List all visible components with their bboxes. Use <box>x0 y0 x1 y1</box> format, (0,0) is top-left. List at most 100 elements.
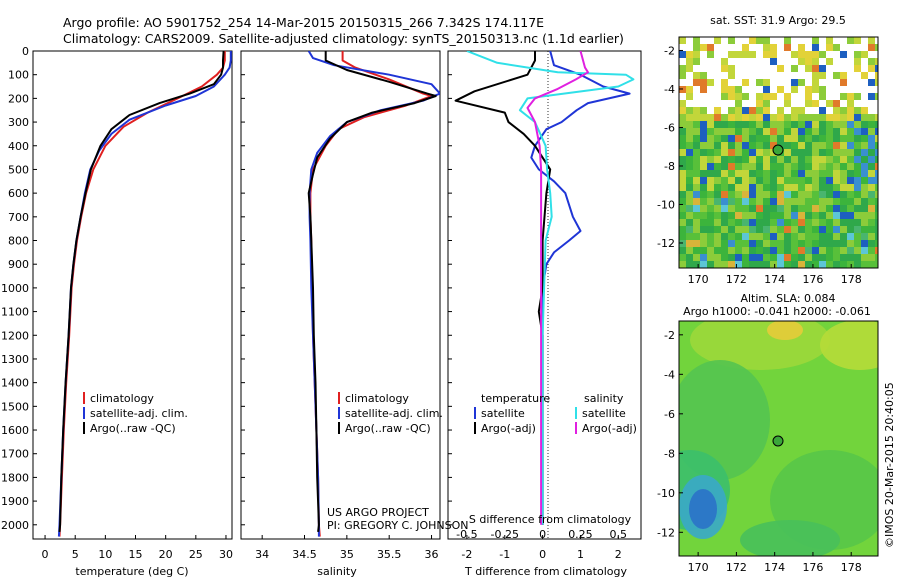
sst-cell <box>714 226 721 233</box>
x-tick-label: 34.5 <box>292 548 317 561</box>
sst-cell <box>875 142 878 149</box>
depth-tick-label: 100 <box>8 69 29 82</box>
depth-tick-label: 900 <box>8 258 29 271</box>
sst-cell <box>756 163 763 170</box>
sst-cell <box>805 100 812 107</box>
sst-cell <box>749 149 756 156</box>
sst-cell <box>840 240 847 247</box>
sst-cell <box>721 191 728 198</box>
depth-tick-label: 1400 <box>1 377 29 390</box>
sst-cell <box>686 51 693 58</box>
sst-cell <box>861 226 868 233</box>
sst-cell <box>868 233 875 240</box>
sst-cell <box>770 156 777 163</box>
sst-cell <box>833 135 840 142</box>
sst-cell <box>812 72 819 79</box>
sst-cell <box>770 205 777 212</box>
sst-cell <box>833 142 840 149</box>
sla-map-title-1: Altim. SLA: 0.084 <box>740 292 835 305</box>
sst-cell <box>721 205 728 212</box>
sst-cell <box>763 44 770 51</box>
sst-cell <box>812 58 819 65</box>
sst-cell <box>700 261 707 268</box>
sst-cell <box>700 72 707 79</box>
sst-cell <box>679 149 686 156</box>
sst-cell <box>812 198 819 205</box>
sst-cell <box>770 226 777 233</box>
sst-cell <box>833 156 840 163</box>
sst-cell <box>868 149 875 156</box>
sst-cell <box>721 219 728 226</box>
sst-cell <box>700 191 707 198</box>
sst-cell <box>868 212 875 219</box>
sst-cell <box>812 240 819 247</box>
sst-cell <box>840 107 847 114</box>
sst-cell <box>679 226 686 233</box>
sst-cell <box>728 37 735 44</box>
sst-map <box>679 37 878 268</box>
sst-cell <box>707 254 714 261</box>
sst-cell <box>749 37 756 44</box>
lon-tick-label: 170 <box>688 561 709 574</box>
sst-cell <box>840 191 847 198</box>
sst-cell <box>735 219 742 226</box>
lon-tick-label: 172 <box>726 273 747 286</box>
depth-tick-label: 600 <box>8 187 29 200</box>
sst-cell <box>826 100 833 107</box>
sst-cell <box>798 79 805 86</box>
sst-cell <box>735 100 742 107</box>
sst-cell <box>833 170 840 177</box>
sst-cell <box>798 156 805 163</box>
sst-cell <box>714 177 721 184</box>
sst-cell <box>819 114 826 121</box>
sst-cell <box>777 121 784 128</box>
sst-cell <box>679 205 686 212</box>
sst-cell <box>847 184 854 191</box>
sst-cell <box>756 198 763 205</box>
sst-cell <box>700 247 707 254</box>
sst-cell <box>714 37 721 44</box>
sst-cell <box>721 86 728 93</box>
sst-cell <box>847 100 854 107</box>
sst-cell <box>826 37 833 44</box>
sst-cell <box>861 191 868 198</box>
lon-tick-label: 174 <box>764 273 785 286</box>
sst-cell <box>728 135 735 142</box>
sst-cell <box>826 135 833 142</box>
sst-cell <box>686 233 693 240</box>
sst-cell <box>749 170 756 177</box>
sst-cell <box>819 156 826 163</box>
sst-cell <box>826 177 833 184</box>
sst-cell <box>721 121 728 128</box>
depth-tick-label: 300 <box>8 116 29 129</box>
sst-cell <box>756 37 763 44</box>
sst-cell <box>875 247 878 254</box>
sst-cell <box>819 149 826 156</box>
sst-cell <box>728 226 735 233</box>
sst-cell <box>840 79 847 86</box>
sst-cell <box>742 198 749 205</box>
sst-cell <box>735 198 742 205</box>
sst-cell <box>833 177 840 184</box>
sst-cell <box>714 135 721 142</box>
sst-cell <box>868 177 875 184</box>
sst-cell <box>798 51 805 58</box>
sst-cell <box>756 254 763 261</box>
sst-cell <box>721 65 728 72</box>
sst-cell <box>742 247 749 254</box>
sst-cell <box>679 65 686 72</box>
sst-cell <box>742 51 749 58</box>
sst-cell <box>847 149 854 156</box>
sst-cell <box>777 114 784 121</box>
x-tick-label: 36 <box>425 548 439 561</box>
sst-cell <box>721 142 728 149</box>
sst-cell <box>756 191 763 198</box>
sst-cell <box>777 219 784 226</box>
sst-cell <box>861 72 868 79</box>
sst-cell <box>812 44 819 51</box>
sst-cell <box>798 198 805 205</box>
sla-map-frame <box>678 320 879 557</box>
sst-cell <box>777 191 784 198</box>
difference-legend: temperature salinity satellite Argo(-adj… <box>474 392 637 435</box>
sst-cell <box>763 191 770 198</box>
